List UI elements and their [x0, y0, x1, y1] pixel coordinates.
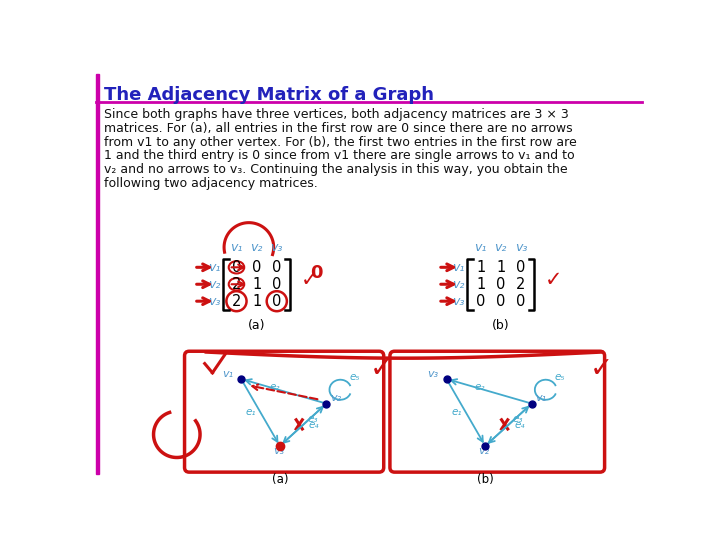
Text: (a): (a) [271, 473, 288, 486]
Text: ✓: ✓ [301, 271, 318, 291]
Text: 0: 0 [310, 264, 323, 282]
Text: 0: 0 [272, 294, 282, 309]
Bar [96, 74, 99, 475]
Text: (a): (a) [248, 319, 266, 332]
Text: v₁: v₁ [208, 261, 220, 274]
Text: (b): (b) [477, 473, 494, 486]
Text: 0: 0 [516, 260, 526, 275]
Text: from v1 to any other vertex. For (b), the first two entries in the first row are: from v1 to any other vertex. For (b), th… [104, 136, 577, 148]
Text: v₃: v₃ [273, 446, 284, 456]
Text: v₂: v₂ [208, 278, 220, 291]
Text: e₅: e₅ [555, 373, 565, 382]
Text: 0: 0 [272, 260, 282, 275]
Text: v₂: v₂ [495, 241, 507, 254]
Text: v₁: v₁ [222, 369, 233, 379]
Text: e₂: e₂ [269, 382, 279, 393]
Text: v₂: v₂ [478, 446, 490, 456]
Text: (b): (b) [492, 319, 510, 332]
Text: v₃: v₃ [271, 241, 283, 254]
Text: v₁: v₁ [536, 393, 546, 402]
Text: 1 and the third entry is 0 since from v1 there are single arrows to v₁ and to: 1 and the third entry is 0 since from v1… [104, 150, 575, 163]
Text: e₅: e₅ [350, 373, 360, 382]
Text: v₂ and no arrows to v₃. Continuing the analysis in this way, you obtain the: v₂ and no arrows to v₃. Continuing the a… [104, 164, 567, 177]
Text: v₃: v₃ [208, 295, 220, 308]
Text: 0: 0 [516, 294, 526, 309]
Text: v₁: v₁ [474, 241, 487, 254]
Text: following two adjacency matrices.: following two adjacency matrices. [104, 177, 318, 190]
Text: Since both graphs have three vertices, both adjacency matrices are 3 × 3: Since both graphs have three vertices, b… [104, 108, 569, 121]
Text: e₃: e₃ [307, 414, 318, 423]
Text: 0: 0 [496, 276, 505, 292]
Text: 0: 0 [476, 294, 485, 309]
Text: e₄: e₄ [309, 420, 319, 430]
Text: v₃: v₃ [515, 241, 527, 254]
Text: 0: 0 [252, 260, 261, 275]
Text: e₁: e₁ [451, 408, 462, 417]
Text: The Adjacency Matrix of a Graph: The Adjacency Matrix of a Graph [104, 86, 434, 104]
Text: 1: 1 [252, 294, 261, 309]
Text: 0: 0 [232, 260, 241, 275]
Text: v₂: v₂ [251, 241, 263, 254]
Text: v₁: v₁ [452, 261, 464, 274]
Text: e₃: e₃ [513, 414, 523, 423]
Text: e₁: e₁ [246, 408, 256, 417]
Text: v₃: v₃ [428, 369, 438, 379]
Text: ✓: ✓ [545, 271, 562, 291]
Text: 1: 1 [496, 260, 505, 275]
Text: v₂: v₂ [452, 278, 464, 291]
Text: v₃: v₃ [452, 295, 464, 308]
Text: e₂: e₂ [474, 382, 485, 393]
Text: ✓: ✓ [370, 355, 393, 383]
Text: ✓: ✓ [590, 355, 613, 383]
Text: 1: 1 [252, 276, 261, 292]
Text: 2: 2 [516, 276, 526, 292]
Text: 0: 0 [272, 276, 282, 292]
Text: matrices. For (a), all entries in the first row are 0 since there are no arrows: matrices. For (a), all entries in the fi… [104, 122, 572, 135]
Text: v₁: v₁ [230, 241, 243, 254]
Text: 2: 2 [232, 294, 241, 309]
Text: 1: 1 [476, 276, 485, 292]
Text: e₄: e₄ [514, 420, 525, 430]
Text: 1: 1 [476, 260, 485, 275]
Text: 0: 0 [496, 294, 505, 309]
Text: v₂: v₂ [330, 393, 341, 402]
Text: 2: 2 [232, 276, 241, 292]
